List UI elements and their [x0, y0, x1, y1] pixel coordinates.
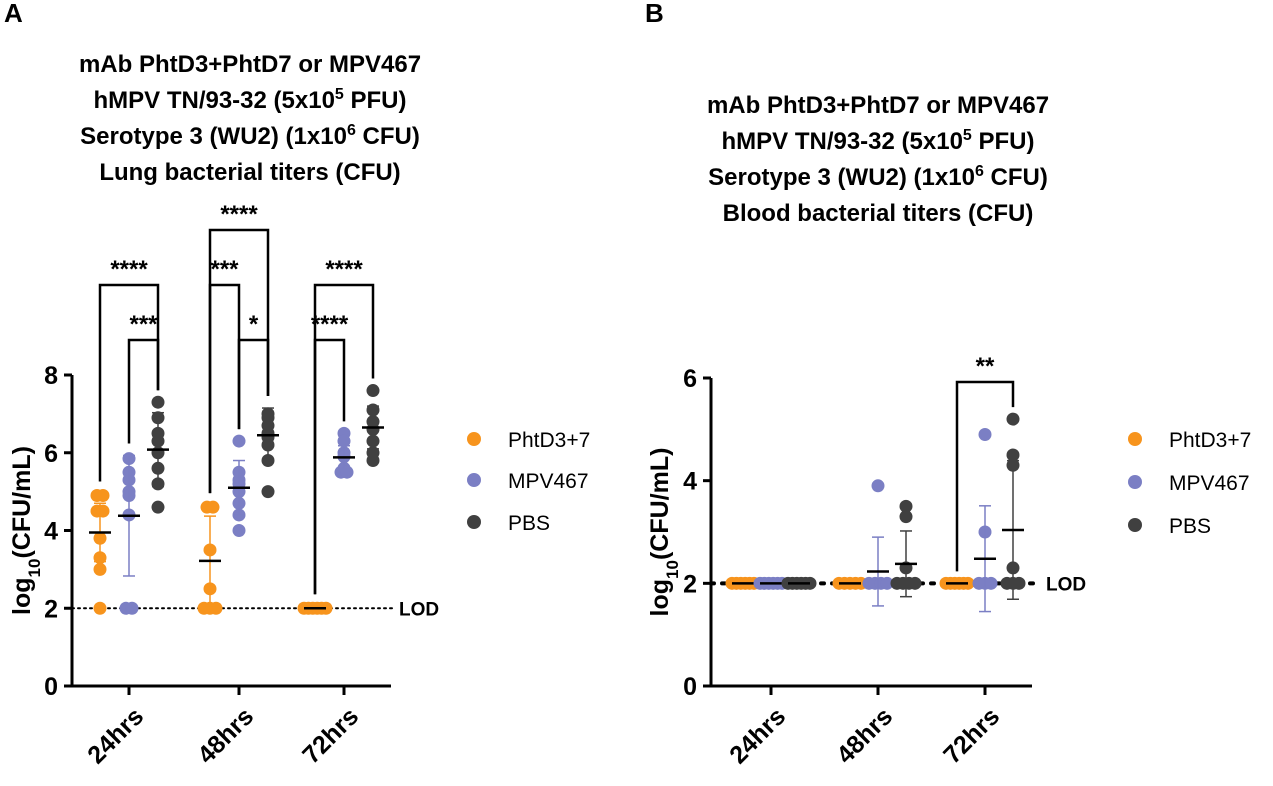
panel-a-point-phtd3-7: [96, 489, 110, 503]
panel-a-point-mpv467: [337, 434, 351, 448]
panel-a-lod-label: LOD: [399, 599, 439, 620]
panel-a-sig-bracket: [313, 338, 346, 595]
panel-b-title-line3: Serotype 3 (WU2) (1x106 CFU): [708, 163, 1048, 192]
panel-a-title: mAb PhtD3+PhtD7 or MPV467 hMPV TN/93-32 …: [0, 47, 500, 191]
panel-b-y-tick-label: 4: [683, 468, 697, 496]
panel-a-sig-label: *: [249, 311, 259, 338]
panel-a-y-tick-label: 8: [44, 362, 58, 390]
panel-a-legend-label: PhtD3+7: [508, 429, 590, 452]
panel-a-legend-marker: [467, 432, 481, 446]
panel-a-legend-label: MPV467: [508, 470, 589, 493]
panel-b-title-line1: mAb PhtD3+PhtD7 or MPV467: [706, 92, 1050, 119]
panel-a-sig-label: ****: [311, 311, 349, 338]
panel-a-x-tick-label: 24hrs: [82, 702, 149, 769]
panel-a-title-line3: Serotype 3 (WU2) (1x106 CFU): [80, 122, 420, 151]
panel-a-sig-label: ****: [110, 256, 148, 283]
panel-a-point-mpv467: [125, 601, 139, 615]
panel-b-point-pbs: [1012, 576, 1026, 590]
panel-b-title: mAb PhtD3+PhtD7 or MPV467 hMPV TN/93-32 …: [628, 88, 1128, 232]
panel-a-point-phtd3-7: [209, 601, 223, 615]
panel-a-point-pbs: [366, 384, 380, 398]
panel-b-point-mpv467: [984, 576, 998, 590]
panel-b-legend-marker: [1128, 432, 1142, 446]
panel-b-legend-label: PhtD3+7: [1169, 429, 1251, 452]
panel-a-point-mpv467: [232, 434, 246, 448]
panel-a-point-mpv467: [340, 465, 354, 479]
panel-a-y-tick-label: 2: [44, 595, 58, 623]
panel-a-title-line2: hMPV TN/93-32 (5x105 PFU): [93, 86, 407, 115]
panel-a-y-tick-label: 6: [44, 440, 58, 468]
panel-b-point-pbs: [908, 576, 922, 590]
panel-b-sig-bracket: [955, 380, 1015, 572]
panel-letter-b: B: [645, 0, 664, 28]
panel-b-legend-label: PBS: [1169, 515, 1211, 538]
panel-b-point-mpv467: [978, 427, 992, 441]
panel-a-sig-label: ****: [220, 201, 258, 228]
panel-b-legend-marker: [1128, 475, 1142, 489]
panel-b-y-axis-label: log10(CFU/mL): [646, 448, 682, 617]
panel-b-lod-label: LOD: [1046, 574, 1086, 595]
panel-a-sig-bracket: [208, 283, 241, 494]
panel-a-point-phtd3-7: [96, 504, 110, 518]
panel-b-legend-label: MPV467: [1169, 472, 1250, 495]
panel-a-y-axis-label: log10(CFU/mL): [8, 446, 44, 615]
panel-b-x-tick-label: 24hrs: [724, 702, 791, 769]
panel-a-sig-bracket: [98, 283, 160, 482]
panel-b-title-line2: hMPV TN/93-32 (5x105 PFU): [721, 127, 1035, 156]
panel-a-title-line4: Lung bacterial titers (CFU): [99, 159, 401, 186]
panel-b-point-pbs: [899, 510, 913, 524]
panel-b-x-tick-label: 48hrs: [831, 702, 898, 769]
panel-a-point-pbs: [366, 454, 380, 468]
panel-a-point-pbs: [151, 500, 165, 514]
panel-a-point-pbs: [261, 485, 275, 499]
panel-b-y-tick-label: 0: [683, 673, 697, 701]
panel-a-x-tick-label: 72hrs: [297, 702, 364, 769]
panel-a-sig-label: ***: [210, 256, 239, 283]
panel-a-y-tick-label: 4: [44, 518, 58, 546]
panel-a-title-line1: mAb PhtD3+PhtD7 or MPV467: [78, 51, 422, 78]
panel-b-x-tick-label: 72hrs: [938, 702, 1005, 769]
panel-a-point-phtd3-7: [93, 562, 107, 576]
panel-b-plot: 0 2 4 6 log10(CFU/mL) 24hrs 48hrs 72hrs LOD ** Pht…: [646, 353, 1251, 769]
panel-letter-a: A: [4, 0, 23, 28]
panel-a-sig-label: ****: [325, 256, 363, 283]
panel-a-point-pbs: [151, 395, 165, 409]
panel-a-legend-marker: [467, 515, 481, 529]
panel-a-sig-bracket: [237, 338, 270, 430]
panel-a-x-tick-label: 48hrs: [192, 702, 259, 769]
panel-b-y-tick-label: 2: [683, 570, 697, 598]
panel-a-y-tick-label: 0: [44, 673, 58, 701]
panel-b-sig-label: **: [976, 353, 995, 380]
panel-b-point-mpv467: [880, 576, 894, 590]
panel-b-legend-marker: [1128, 518, 1142, 532]
panel-b-point-pbs: [1006, 412, 1020, 426]
panel-a-legend-marker: [467, 473, 481, 487]
panel-b-point-pbs: [899, 499, 913, 513]
panel-a-legend-label: PBS: [508, 512, 550, 535]
panel-a-point-mpv467: [232, 524, 246, 537]
panel-a-point-phtd3-7: [93, 601, 107, 615]
panel-b-point-mpv467: [871, 479, 885, 493]
panel-a-sig-label: ***: [129, 311, 158, 338]
panel-b-title-line4: Blood bacterial titers (CFU): [722, 200, 1034, 227]
panel-b-y-tick-label: 6: [683, 365, 697, 393]
panel-a-sig-bracket: [127, 338, 160, 444]
panel-b-point-pbs: [1006, 448, 1020, 462]
panel-a-point-phtd3-7: [206, 500, 220, 514]
